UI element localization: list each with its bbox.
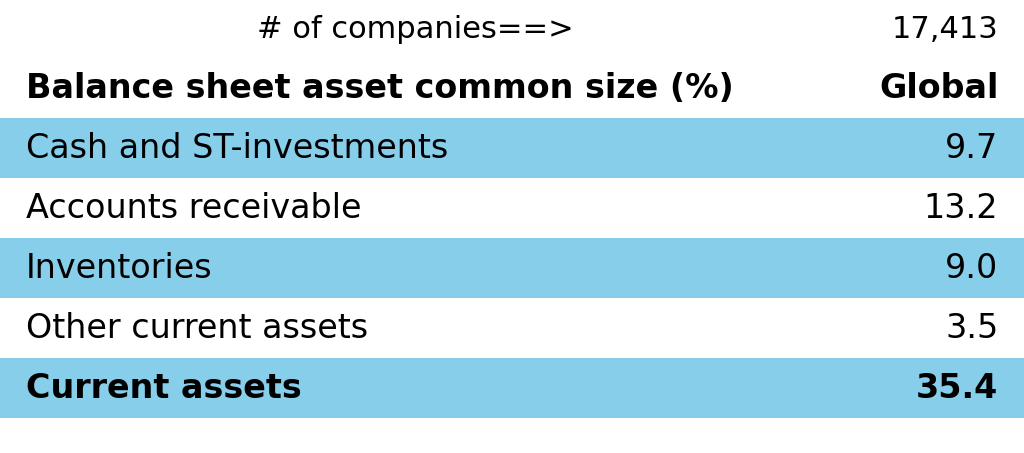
Text: Other current assets: Other current assets xyxy=(26,312,368,344)
Text: 13.2: 13.2 xyxy=(924,192,998,225)
Bar xyxy=(0,298,1024,358)
Bar xyxy=(0,358,1024,418)
Bar xyxy=(0,118,1024,178)
Text: Current assets: Current assets xyxy=(26,371,301,405)
Text: Cash and ST-investments: Cash and ST-investments xyxy=(26,131,447,164)
Bar xyxy=(0,238,1024,298)
Text: 9.7: 9.7 xyxy=(945,131,998,164)
Text: Global: Global xyxy=(879,72,998,105)
Bar xyxy=(0,178,1024,238)
Text: # of companies==>: # of companies==> xyxy=(257,14,573,43)
Text: Balance sheet asset common size (%): Balance sheet asset common size (%) xyxy=(26,72,733,105)
Text: Inventories: Inventories xyxy=(26,251,212,284)
Text: 17,413: 17,413 xyxy=(892,14,998,43)
Text: 35.4: 35.4 xyxy=(916,371,998,405)
Text: Accounts receivable: Accounts receivable xyxy=(26,192,361,225)
Text: 3.5: 3.5 xyxy=(945,312,998,344)
Text: 9.0: 9.0 xyxy=(945,251,998,284)
